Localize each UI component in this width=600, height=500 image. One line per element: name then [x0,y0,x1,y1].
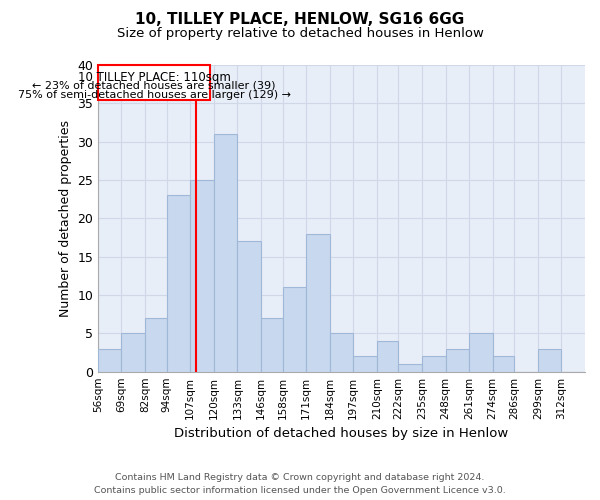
Text: ← 23% of detached houses are smaller (39): ← 23% of detached houses are smaller (39… [32,80,276,90]
Bar [329,334,353,372]
Bar [422,356,446,372]
FancyBboxPatch shape [98,65,210,100]
Bar [283,288,306,372]
Bar [469,334,493,372]
Bar [121,334,145,372]
X-axis label: Distribution of detached houses by size in Henlow: Distribution of detached houses by size … [175,427,509,440]
Bar [167,196,190,372]
Y-axis label: Number of detached properties: Number of detached properties [59,120,71,317]
Bar [398,364,422,372]
Bar [98,348,121,372]
Bar [353,356,377,372]
Text: 75% of semi-detached houses are larger (129) →: 75% of semi-detached houses are larger (… [17,90,290,100]
Bar [214,134,238,372]
Text: Size of property relative to detached houses in Henlow: Size of property relative to detached ho… [116,28,484,40]
Bar [377,341,398,372]
Bar [493,356,514,372]
Text: 10 TILLEY PLACE: 110sqm: 10 TILLEY PLACE: 110sqm [77,71,230,84]
Bar [306,234,329,372]
Bar [261,318,283,372]
Bar [446,348,469,372]
Text: 10, TILLEY PLACE, HENLOW, SG16 6GG: 10, TILLEY PLACE, HENLOW, SG16 6GG [136,12,464,28]
Text: Contains HM Land Registry data © Crown copyright and database right 2024.
Contai: Contains HM Land Registry data © Crown c… [94,474,506,495]
Bar [538,348,562,372]
Bar [145,318,167,372]
Bar [190,180,214,372]
Bar [238,242,261,372]
